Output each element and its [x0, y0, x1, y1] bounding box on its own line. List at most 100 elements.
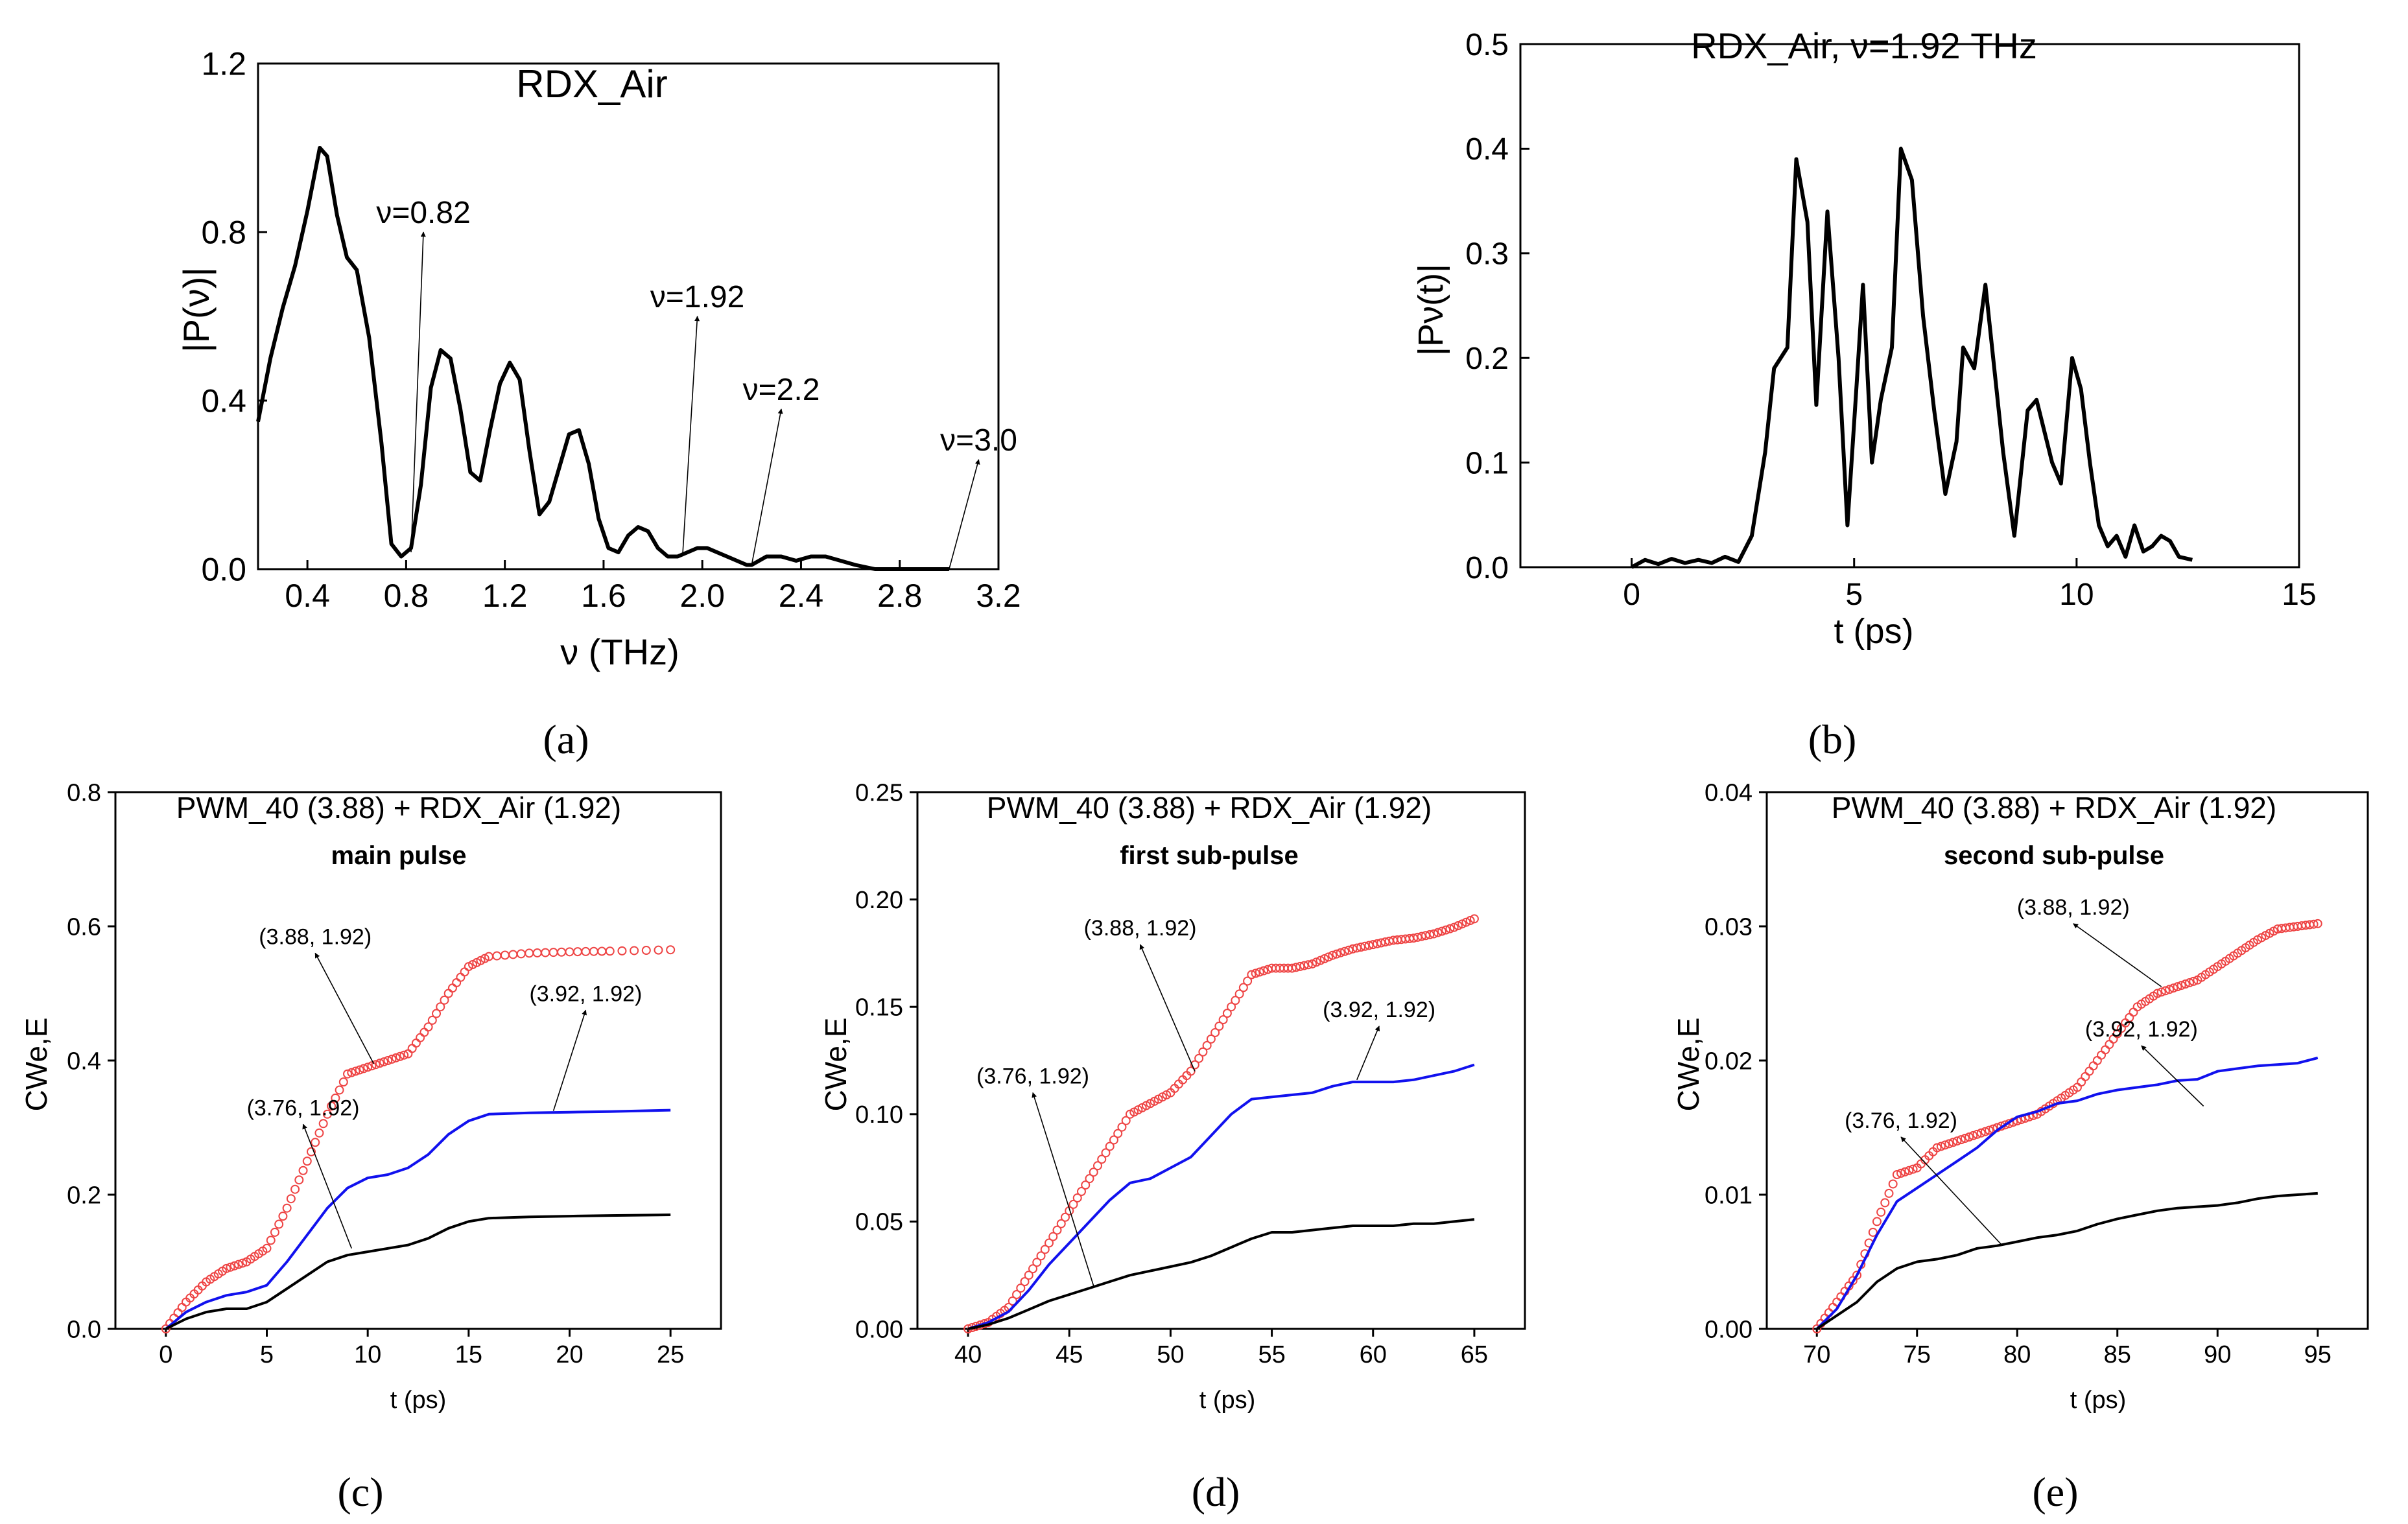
- data-point: [525, 948, 534, 958]
- data-point: [302, 1156, 312, 1166]
- data-point: [298, 1166, 308, 1175]
- data-point: [1852, 1271, 1862, 1280]
- x-tick-label: 0.4: [285, 578, 330, 614]
- series-layer-c: [161, 945, 676, 1333]
- data-point: [238, 1258, 248, 1268]
- annotation-label: (3.92, 1.92): [529, 981, 642, 1006]
- data-point: [1421, 931, 1430, 941]
- caption-b: (b): [1808, 716, 1857, 762]
- data-point: [1045, 1238, 1054, 1248]
- data-point: [1336, 948, 1345, 957]
- x-tick-label: 1.6: [581, 578, 626, 614]
- y-tick-label: 0.02: [1705, 1048, 1753, 1075]
- x-tick-label: 0: [159, 1341, 172, 1368]
- data-point: [338, 1077, 348, 1087]
- data-point: [581, 946, 591, 956]
- data-point: [351, 1066, 360, 1076]
- data-point: [1980, 1127, 1990, 1136]
- data-point: [1292, 963, 1301, 972]
- axes-frame-b: 0 5 10 15 0.0 0.1 0.2 0.3 0.4 0.5: [1465, 28, 2316, 612]
- y-tick-label: 0.5: [1465, 28, 1509, 62]
- data-point: [2077, 1077, 2086, 1087]
- data-point: [1936, 1142, 1946, 1151]
- data-point: [1944, 1139, 1954, 1149]
- series-line-3-92-1-92: [165, 1108, 671, 1330]
- data-point: [1028, 1264, 1038, 1274]
- data-point: [1960, 1134, 1970, 1143]
- annotation-arrow: [1032, 1092, 1094, 1286]
- data-point: [630, 946, 639, 955]
- y-tick-label: 1.2: [201, 46, 246, 82]
- x-axis-label-b: t (ps): [1834, 612, 1913, 651]
- annotation-arrow: [681, 316, 700, 557]
- data-point: [1453, 921, 1463, 931]
- data-point: [1356, 943, 1366, 952]
- data-point: [1238, 983, 1248, 992]
- series-line-3-76-1-92: [165, 1213, 671, 1330]
- data-point: [1218, 1015, 1228, 1025]
- series-layer-e: [1812, 919, 2322, 1333]
- data-point: [177, 1302, 187, 1312]
- series-layer-d: [963, 914, 1479, 1333]
- data-point: [306, 1147, 316, 1156]
- x-tick-label: 25: [657, 1341, 684, 1368]
- y-tick-label: 0.25: [855, 779, 903, 806]
- data-point: [1348, 944, 1358, 954]
- plot-frame: [916, 791, 1526, 1330]
- y-tick-label: 0.4: [201, 383, 246, 419]
- data-point: [532, 948, 542, 957]
- data-point: [322, 1109, 332, 1119]
- axes-frame-d: 40 45 50 55 60 65 0.00 0.05 0.10 0.15 0.20 0.25: [855, 779, 1526, 1368]
- data-point: [1908, 1164, 1918, 1174]
- panel-c: 0 5 10 15 20 250.00.20.40.60.8 (3.88, 1.92)(3…: [19, 779, 722, 1515]
- data-point: [1061, 1212, 1070, 1222]
- data-point: [1117, 1122, 1127, 1132]
- panel-b: 0 5 10 15 0.0 0.1 0.2 0.3 0.4 0.5 RDX_Air, ν=1.92…: [1411, 25, 2317, 762]
- data-point: [1206, 1034, 1216, 1044]
- data-point: [1417, 932, 1426, 941]
- annotation-arrow: [552, 1009, 587, 1111]
- data-point: [1243, 976, 1253, 986]
- data-point: [1251, 968, 1260, 978]
- data-point: [1295, 961, 1305, 971]
- caption-d: (d): [1192, 1469, 1240, 1515]
- data-point: [359, 1064, 368, 1073]
- data-point: [318, 1119, 328, 1129]
- data-point: [1097, 1155, 1107, 1164]
- x-tick-label: 60: [1360, 1341, 1387, 1368]
- data-point: [363, 1062, 373, 1072]
- data-point: [411, 1038, 421, 1048]
- data-point: [233, 1260, 243, 1269]
- caption-e: (e): [2032, 1469, 2078, 1515]
- data-point: [1194, 1053, 1204, 1063]
- data-point: [1984, 1125, 1994, 1135]
- series-line-3-76-1-92: [967, 1218, 1475, 1330]
- data-point: [541, 948, 550, 957]
- data-point: [395, 1051, 405, 1061]
- data-point: [1968, 1131, 1978, 1140]
- x-axis-label-c: t (ps): [390, 1387, 447, 1414]
- data-point: [1024, 1271, 1033, 1280]
- data-point: [1441, 925, 1451, 935]
- data-point: [1214, 1022, 1224, 1031]
- x-tick-label: 3.2: [976, 578, 1021, 614]
- data-point: [1409, 933, 1419, 943]
- data-point: [347, 1068, 357, 1077]
- plot-frame: [1765, 791, 2369, 1330]
- data-point: [1308, 959, 1317, 968]
- data-point: [2309, 919, 2319, 929]
- data-point: [262, 1243, 272, 1253]
- data-point: [1016, 1284, 1026, 1293]
- data-point: [1332, 949, 1341, 959]
- y-tick-label: 0.4: [67, 1048, 101, 1075]
- annotation-label: (3.88, 1.92): [1084, 916, 1197, 941]
- y-tick-label: 0.00: [1705, 1316, 1753, 1343]
- data-point: [1072, 1193, 1082, 1202]
- chart-subtitle-d: first sub-pulse: [1120, 841, 1299, 870]
- data-point: [1888, 1179, 1898, 1189]
- annotation-arrow: [1900, 1136, 2002, 1245]
- data-point: [1376, 938, 1386, 948]
- data-point: [557, 947, 567, 957]
- x-tick-label: 85: [2104, 1341, 2131, 1368]
- chart-title-e: PWM_40 (3.88) + RDX_Air (1.92): [1832, 791, 2276, 825]
